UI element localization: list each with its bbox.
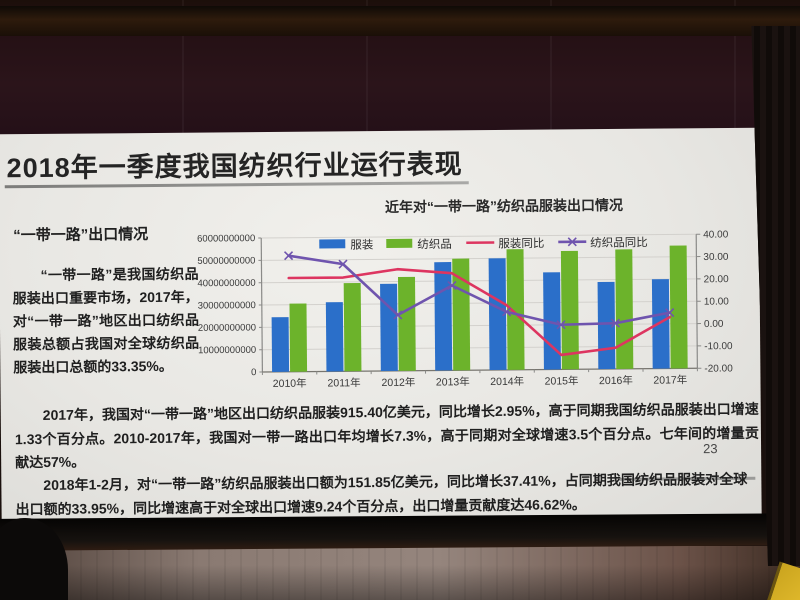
svg-text:60000000000: 60000000000 [197, 233, 255, 245]
svg-text:服装: 服装 [350, 239, 374, 252]
svg-text:2013年: 2013年 [436, 375, 470, 388]
svg-text:10.00: 10.00 [704, 296, 730, 307]
svg-text:0: 0 [251, 367, 256, 378]
svg-text:0.00: 0.00 [704, 319, 724, 330]
svg-text:40000000000: 40000000000 [197, 278, 255, 290]
slide-title: 2018年一季度我国纺织行业运行表现 [6, 149, 463, 184]
footer-paragraph-1: 2017年，我国对“一带一路”地区出口纺织品服装915.40亿美元，同比增长2.… [14, 400, 760, 471]
svg-text:纺织品: 纺织品 [417, 237, 452, 251]
svg-text:纺织品同比: 纺织品同比 [590, 235, 648, 250]
ceiling-beam [0, 6, 800, 36]
screen-bottom-dark-band [0, 513, 800, 551]
svg-text:2012年: 2012年 [381, 376, 415, 389]
svg-text:-10.00: -10.00 [704, 341, 733, 352]
svg-text:10000000000: 10000000000 [198, 345, 256, 357]
svg-text:50000000000: 50000000000 [197, 255, 255, 267]
svg-text:服装同比: 服装同比 [498, 237, 544, 250]
page-number: 23 [703, 441, 718, 457]
left-panel-paragraph: “一带一路”是我国纺织品服装出口重要市场，2017年，对“一带一路”地区出口纺织… [12, 265, 200, 376]
svg-text:2016年: 2016年 [599, 374, 633, 387]
chart-title: 近年对“一带一路”纺织品服装出口情况 [384, 196, 624, 215]
svg-text:2015年: 2015年 [545, 374, 579, 387]
svg-text:2017年: 2017年 [653, 373, 687, 386]
svg-text:2014年: 2014年 [490, 375, 524, 388]
svg-text:30000000000: 30000000000 [198, 300, 256, 312]
svg-text:20.00: 20.00 [704, 274, 730, 285]
export-combo-chart: 60000000000 50000000000 40000000000 3000000… [197, 229, 733, 390]
footer-paragraph-2: 2018年1-2月，对“一带一路”纺织品服装出口额为151.85亿美元，同比增长… [15, 470, 748, 517]
svg-text:30.00: 30.00 [703, 252, 729, 263]
floor [0, 546, 800, 600]
svg-text:-20.00: -20.00 [704, 363, 733, 374]
svg-text:20000000000: 20000000000 [198, 322, 256, 334]
svg-text:2010年: 2010年 [273, 377, 307, 390]
svg-text:2011年: 2011年 [327, 376, 360, 389]
left-panel-heading: “一带一路”出口情况 [13, 226, 149, 245]
svg-text:40.00: 40.00 [703, 229, 729, 240]
presentation-slide: 2018年一季度我国纺织行业运行表现 近年对“一带一路”纺织品服装出口情况 “一… [0, 127, 762, 526]
